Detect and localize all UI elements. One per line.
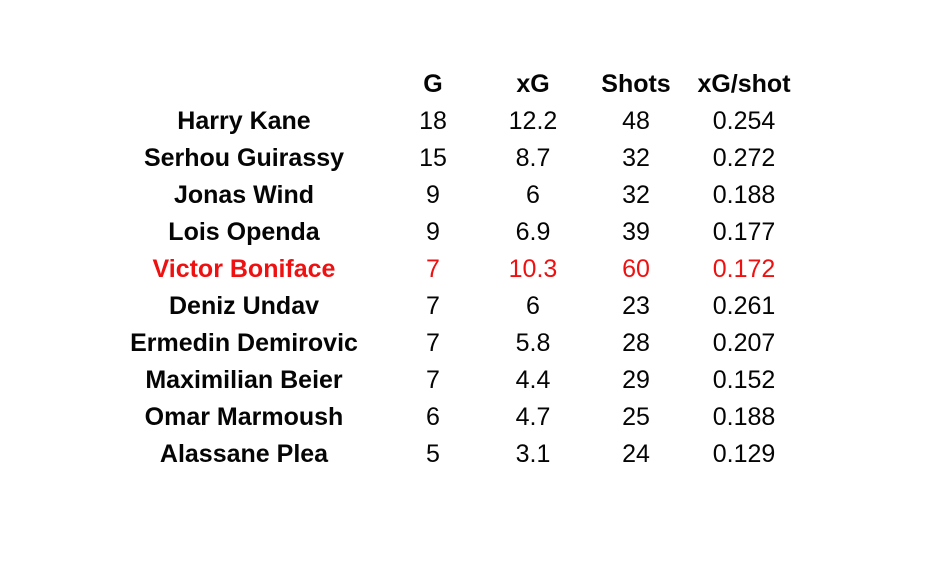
goals-value: 9 — [426, 181, 440, 209]
shots-value: 23 — [622, 292, 650, 320]
xg-value: 4.7 — [515, 403, 551, 431]
xg-per-shot-value: 0.254 — [712, 107, 776, 135]
column-header-goals: G — [423, 70, 443, 98]
xg-value: 8.7 — [515, 144, 551, 172]
table-row: Harry Kane 18 12.2 48 0.254 — [87, 103, 817, 140]
player-name: Harry Kane — [177, 107, 311, 135]
goals-value: 5 — [426, 440, 440, 468]
goals-value: 6 — [426, 403, 440, 431]
table-row: Alassane Plea 5 3.1 24 0.129 — [87, 436, 817, 473]
goals-value: 15 — [419, 144, 447, 172]
shots-value: 32 — [622, 181, 650, 209]
column-header-shots: Shots — [601, 70, 671, 98]
goals-value: 9 — [426, 218, 440, 246]
xg-value: 5.8 — [515, 329, 551, 357]
xg-per-shot-value: 0.272 — [712, 144, 776, 172]
shots-value: 29 — [622, 366, 650, 394]
xg-value: 3.1 — [515, 440, 551, 468]
table-row: Jonas Wind 9 6 32 0.188 — [87, 177, 817, 214]
goals-value: 7 — [426, 329, 440, 357]
shots-value: 25 — [622, 403, 650, 431]
player-name: Maximilian Beier — [145, 366, 343, 394]
xg-value: 12.2 — [508, 107, 558, 135]
xg-per-shot-value: 0.207 — [712, 329, 776, 357]
player-name: Alassane Plea — [159, 440, 329, 468]
shots-value: 48 — [622, 107, 650, 135]
shots-value: 24 — [622, 440, 650, 468]
table-row: Maximilian Beier 7 4.4 29 0.152 — [87, 362, 817, 399]
xg-per-shot-value: 0.188 — [712, 181, 776, 209]
player-name: Deniz Undav — [168, 292, 320, 320]
xg-value: 6 — [526, 292, 540, 320]
player-name: Ermedin Demirovic — [130, 329, 358, 357]
table-row: Ermedin Demirovic 7 5.8 28 0.207 — [87, 325, 817, 362]
xg-per-shot-value: 0.177 — [712, 218, 776, 246]
table-row: Serhou Guirassy 15 8.7 32 0.272 — [87, 140, 817, 177]
player-name: Lois Openda — [168, 218, 320, 246]
player-name: Jonas Wind — [173, 181, 315, 209]
player-name: Serhou Guirassy — [143, 144, 345, 172]
shots-value: 32 — [622, 144, 650, 172]
table-row: Omar Marmoush 6 4.7 25 0.188 — [87, 399, 817, 436]
table-row: Lois Openda 9 6.9 39 0.177 — [87, 214, 817, 251]
goals-value: 7 — [426, 366, 440, 394]
goals-value: 7 — [426, 255, 440, 283]
table-row-highlighted: Victor Boniface 7 10.3 60 0.172 — [87, 251, 817, 288]
xg-per-shot-value: 0.152 — [712, 366, 776, 394]
goals-value: 18 — [419, 107, 447, 135]
player-name: Omar Marmoush — [144, 403, 344, 431]
shots-value: 60 — [622, 255, 650, 283]
xg-per-shot-value: 0.261 — [712, 292, 776, 320]
xg-value: 6.9 — [515, 218, 551, 246]
xg-value: 6 — [526, 181, 540, 209]
column-header-xg-per-shot: xG/shot — [697, 70, 791, 98]
table-row: Deniz Undav 7 6 23 0.261 — [87, 288, 817, 325]
xg-value: 10.3 — [508, 255, 558, 283]
table-header-row: G xG Shots xG/shot — [87, 66, 817, 103]
xg-per-shot-value: 0.129 — [712, 440, 776, 468]
xg-per-shot-value: 0.188 — [712, 403, 776, 431]
column-header-xg: xG — [516, 70, 550, 98]
xg-per-shot-value: 0.172 — [712, 255, 776, 283]
shots-value: 39 — [622, 218, 650, 246]
goals-value: 7 — [426, 292, 440, 320]
xg-value: 4.4 — [515, 366, 551, 394]
player-stats-table: G xG Shots xG/shot Harry Kane 18 12.2 48… — [87, 66, 817, 473]
shots-value: 28 — [622, 329, 650, 357]
player-name: Victor Boniface — [152, 255, 336, 283]
